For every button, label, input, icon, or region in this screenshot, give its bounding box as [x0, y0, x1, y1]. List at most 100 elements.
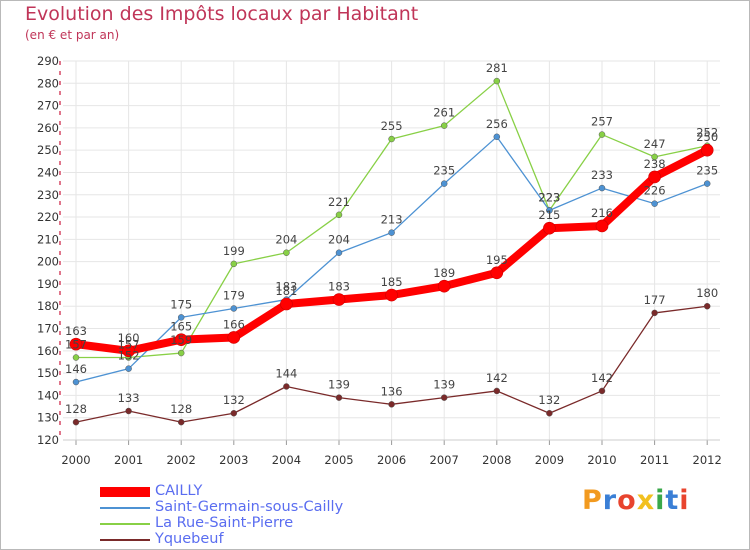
- legend-swatch: [100, 539, 150, 541]
- data-point-saint-germain-sous-cailly: [703, 180, 711, 187]
- data-label-la-rue-saint-pierre: 221: [328, 195, 350, 209]
- data-label-la-rue-saint-pierre: 255: [381, 119, 403, 133]
- data-label-yquebeuf: 139: [328, 378, 350, 392]
- data-label-yquebeuf: 132: [538, 393, 560, 407]
- y-tick-label: 180: [37, 299, 59, 313]
- logo-letter: i: [655, 485, 666, 516]
- data-label-yquebeuf: 139: [433, 378, 455, 392]
- data-label-la-rue-saint-pierre: 157: [118, 338, 140, 352]
- logo-letter: r: [602, 485, 618, 516]
- data-point-yquebeuf: [335, 394, 343, 401]
- logo-letter: x: [636, 485, 656, 516]
- data-label-cailly: 195: [486, 253, 508, 267]
- data-point-saint-germain-sous-cailly: [598, 184, 606, 192]
- data-label-yquebeuf: 128: [65, 402, 87, 416]
- y-tick-label: 150: [37, 366, 59, 380]
- data-label-la-rue-saint-pierre: 247: [644, 137, 666, 151]
- data-point-la-rue-saint-pierre: [493, 77, 501, 85]
- data-point-yquebeuf: [651, 309, 658, 317]
- data-point-cailly: [122, 344, 135, 358]
- y-tick-label: 260: [37, 121, 59, 135]
- grid-layer: [63, 60, 720, 441]
- x-tick-label: 2011: [640, 453, 669, 467]
- data-point-cailly: [69, 337, 83, 351]
- data-label-yquebeuf: 132: [223, 393, 245, 407]
- data-point-cailly: [490, 266, 504, 280]
- data-label-la-rue-saint-pierre: 261: [433, 106, 455, 120]
- data-point-saint-germain-sous-cailly: [335, 249, 343, 256]
- axis-layer: 120 130 140 150 160 170 180 190 200 210 220 230 240 2…: [37, 54, 722, 467]
- data-point-yquebeuf: [72, 418, 80, 426]
- data-point-yquebeuf: [703, 302, 711, 310]
- x-tick-label: 2004: [272, 453, 301, 467]
- data-point-la-rue-saint-pierre: [283, 249, 290, 256]
- data-point-yquebeuf: [598, 387, 606, 395]
- data-point-yquebeuf: [283, 383, 290, 390]
- data-label-yquebeuf: 144: [275, 366, 297, 380]
- data-label-cailly: 163: [65, 324, 87, 338]
- data-point-la-rue-saint-pierre: [335, 211, 343, 219]
- y-tick-label: 200: [37, 255, 59, 269]
- data-point-yquebeuf: [230, 409, 238, 417]
- y-tick-label: 120: [37, 433, 59, 447]
- y-tick-label: 160: [37, 344, 59, 358]
- x-tick-label: 2000: [61, 453, 90, 467]
- data-label-yquebeuf: 142: [591, 371, 613, 385]
- data-point-la-rue-saint-pierre: [440, 122, 448, 129]
- data-label-saint-germain-sous-cailly: 179: [223, 288, 245, 302]
- data-label-cailly: 250: [696, 130, 718, 144]
- data-point-cailly: [174, 333, 188, 346]
- data-point-cailly: [700, 143, 714, 157]
- data-point-la-rue-saint-pierre: [598, 131, 606, 138]
- data-point-la-rue-saint-pierre: [388, 135, 395, 143]
- data-label-saint-germain-sous-cailly: 256: [486, 117, 508, 131]
- data-label-saint-germain-sous-cailly: 175: [170, 297, 192, 311]
- x-tick-label: 2005: [324, 453, 353, 467]
- data-label-yquebeuf: 180: [696, 286, 718, 300]
- data-label-cailly: 185: [381, 275, 403, 289]
- data-point-cailly: [385, 288, 398, 302]
- data-label-saint-germain-sous-cailly: 233: [591, 168, 613, 182]
- data-point-yquebeuf: [546, 409, 553, 417]
- legend-swatch: [100, 487, 150, 497]
- y-tick-label: 190: [37, 277, 59, 291]
- data-point-cailly: [595, 219, 609, 233]
- data-label-saint-germain-sous-cailly: 146: [65, 362, 87, 376]
- data-point-cailly: [280, 297, 293, 311]
- data-label-cailly: 183: [328, 280, 350, 294]
- data-point-cailly: [332, 293, 346, 306]
- data-label-la-rue-saint-pierre: 281: [486, 61, 508, 75]
- data-label-la-rue-saint-pierre: 223: [538, 190, 560, 204]
- data-point-la-rue-saint-pierre: [230, 260, 238, 268]
- data-point-yquebeuf: [493, 387, 501, 395]
- data-point-saint-germain-sous-cailly: [651, 200, 658, 207]
- data-point-la-rue-saint-pierre: [72, 354, 80, 361]
- data-label-la-rue-saint-pierre: 257: [591, 115, 613, 129]
- y-tick-label: 220: [37, 210, 59, 224]
- y-tick-label: 290: [37, 54, 59, 68]
- data-label-la-rue-saint-pierre: 159: [170, 333, 192, 347]
- data-point-saint-germain-sous-cailly: [440, 180, 448, 187]
- x-tick-label: 2012: [693, 453, 722, 467]
- data-label-saint-germain-sous-cailly: 213: [381, 213, 403, 227]
- data-label-la-rue-saint-pierre: 204: [275, 233, 297, 247]
- data-label-cailly: 189: [433, 266, 455, 280]
- x-tick-label: 2002: [167, 453, 196, 467]
- chart-title: Evolution des Impôts locaux par Habitant: [25, 3, 419, 25]
- data-point-saint-germain-sous-cailly: [72, 378, 80, 386]
- data-label-la-rue-saint-pierre: 157: [65, 338, 87, 352]
- logo-letter: P: [582, 485, 603, 516]
- y-tick-label: 240: [37, 165, 59, 179]
- data-point-cailly: [437, 279, 451, 293]
- data-label-cailly: 215: [538, 208, 560, 222]
- y-tick-label: 270: [37, 99, 59, 113]
- data-label-cailly: 166: [223, 317, 245, 331]
- y-tick-label: 130: [37, 411, 59, 425]
- data-label-saint-germain-sous-cailly: 152: [118, 349, 140, 363]
- data-label-la-rue-saint-pierre: 199: [223, 244, 245, 258]
- data-label-layer: 157 157 159 199 204 221 255 261 281 223 257 247 252 1…: [65, 61, 718, 416]
- x-tick-label: 2007: [430, 453, 459, 467]
- logo-letter: o: [617, 485, 637, 516]
- y-tick-label: 210: [37, 232, 59, 246]
